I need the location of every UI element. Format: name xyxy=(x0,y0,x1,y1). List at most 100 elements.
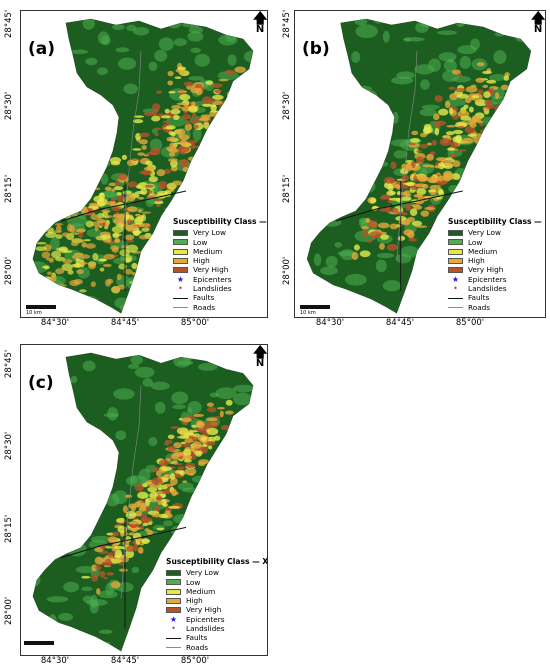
legend-label: Roads xyxy=(193,302,216,312)
lon-tick-label: 84°45' xyxy=(110,318,140,328)
north-label: N xyxy=(255,24,265,35)
legend-label: Very High xyxy=(186,605,222,615)
legend-item: Faults xyxy=(173,293,267,303)
legend-label: Faults xyxy=(193,293,215,303)
legend-label: Low xyxy=(186,577,201,587)
north-arrow-icon: 🡅 xyxy=(531,11,546,27)
road-line-icon xyxy=(166,646,181,648)
legend-swatch xyxy=(166,569,181,576)
road xyxy=(120,50,142,262)
road-line-icon xyxy=(173,306,188,308)
legend-swatch xyxy=(448,257,463,264)
north-label: N xyxy=(255,358,265,369)
legend-swatch xyxy=(166,588,181,595)
susceptibility-map-xgb xyxy=(32,352,254,652)
star-icon: ★ xyxy=(169,614,178,624)
dot-icon: • xyxy=(178,284,183,294)
legend-swatch xyxy=(166,597,181,604)
north-arrow: 🡅 N xyxy=(531,11,546,35)
legend-label: Low xyxy=(193,237,208,247)
legend-item: ★ Epicenters xyxy=(166,614,267,624)
legend-label: Landslides xyxy=(468,284,507,294)
scale-bar-graphic xyxy=(300,305,330,309)
legend-label: Landslides xyxy=(193,284,232,294)
north-label: N xyxy=(533,24,543,35)
legend-title: Susceptibility Class — LR xyxy=(173,217,267,226)
legend-item: Medium xyxy=(173,246,267,256)
scale-bar-graphic xyxy=(26,305,56,309)
panel-letter: (c) xyxy=(28,373,54,393)
legend-item: Very Low xyxy=(448,228,545,237)
scale-bar-label: 10 km xyxy=(26,310,42,316)
legend-label: Very Low xyxy=(193,228,226,238)
legend-item: Very High xyxy=(173,265,267,275)
star-icon: ★ xyxy=(451,274,460,284)
lon-tick-label: 84°30' xyxy=(40,656,70,666)
legend-item: Very Low xyxy=(173,228,267,238)
scale-bar xyxy=(24,641,54,645)
scale-bar-graphic xyxy=(24,641,54,645)
legend-item: Roads xyxy=(173,302,267,312)
lon-tick-label: 85°00' xyxy=(180,656,210,666)
fault-line xyxy=(60,190,187,222)
legend-item: Medium xyxy=(166,587,267,596)
legend-swatch xyxy=(166,607,181,614)
legend-swatch xyxy=(173,229,188,236)
fault-line-icon xyxy=(166,637,181,639)
legend-label: Epicenters xyxy=(468,274,507,284)
legend: Susceptibility Class — RF Very Low Low Medi… xyxy=(448,217,545,312)
legend-label: Epicenters xyxy=(186,614,225,624)
lat-tick-label: 28°45' xyxy=(4,349,14,378)
legend-swatch xyxy=(173,267,188,274)
fault-line xyxy=(60,526,187,559)
legend-label: Medium xyxy=(468,246,498,256)
legend-label: Low xyxy=(468,237,483,247)
legend-label: Very High xyxy=(193,265,229,275)
road xyxy=(120,385,142,599)
legend-label: Faults xyxy=(468,293,490,303)
legend-label: Roads xyxy=(468,302,491,312)
legend-swatch xyxy=(448,248,463,255)
legend: Susceptibility Class — XGB Very LowLowMed… xyxy=(166,557,267,652)
legend-item: Roads xyxy=(448,302,545,312)
north-arrow: 🡅 N xyxy=(253,11,268,35)
legend-label: High xyxy=(186,596,203,606)
legend-label: Medium xyxy=(193,246,223,256)
legend-swatch xyxy=(173,257,188,264)
legend-item: Low xyxy=(166,577,267,587)
legend-swatch xyxy=(173,248,188,255)
legend-item: High xyxy=(448,256,545,265)
lon-tick-label: 85°00' xyxy=(180,318,210,328)
lat-tick-label: 28°45' xyxy=(282,9,292,38)
legend-item: Faults xyxy=(166,633,267,642)
north-arrow-icon: 🡅 xyxy=(253,345,268,361)
legend-item: Very High xyxy=(166,605,267,615)
scale-bar-label: 10 km xyxy=(300,310,316,316)
legend-item: Roads xyxy=(166,642,267,652)
legend-item: Very Low xyxy=(166,568,267,577)
dot-icon: • xyxy=(453,284,458,294)
legend: Susceptibility Class — LR Very LowLowMedi… xyxy=(173,217,267,312)
fault-line-icon xyxy=(448,297,463,299)
map-panel-lr: 28°45' 28°30' 28°15' 28°00' (a) 🡅 N 10 k… xyxy=(0,0,275,336)
lon-tick-label: 84°30' xyxy=(40,318,70,328)
map-frame: (c) 🡅 N Susceptibility Class — XGB Very L… xyxy=(20,344,268,656)
road xyxy=(396,50,418,262)
legend-item: Faults xyxy=(448,293,545,303)
north-arrow-icon: 🡅 xyxy=(253,11,268,27)
lat-tick-label: 28°15' xyxy=(282,174,292,203)
legend-label: Roads xyxy=(186,642,209,652)
fault-line-icon xyxy=(173,297,188,299)
legend-item: ★ Epicenters xyxy=(173,275,267,284)
legend-swatch xyxy=(166,579,181,586)
legend-item: Low xyxy=(173,237,267,247)
panel-letter: (b) xyxy=(302,39,330,59)
legend-item: • Landslides xyxy=(166,624,267,634)
legend-swatch xyxy=(448,229,463,236)
legend-item: Low xyxy=(448,237,545,247)
map-frame: (b) 🡅 N 10 km Susceptibility Class — RF V… xyxy=(294,10,546,318)
legend-label: Landslides xyxy=(186,624,225,634)
legend-item: High xyxy=(166,596,267,606)
map-panel-xgb: 28°45' 28°30' 28°15' 28°00' (c) 🡅 N Susc… xyxy=(0,336,275,671)
road-line-icon xyxy=(448,306,463,308)
